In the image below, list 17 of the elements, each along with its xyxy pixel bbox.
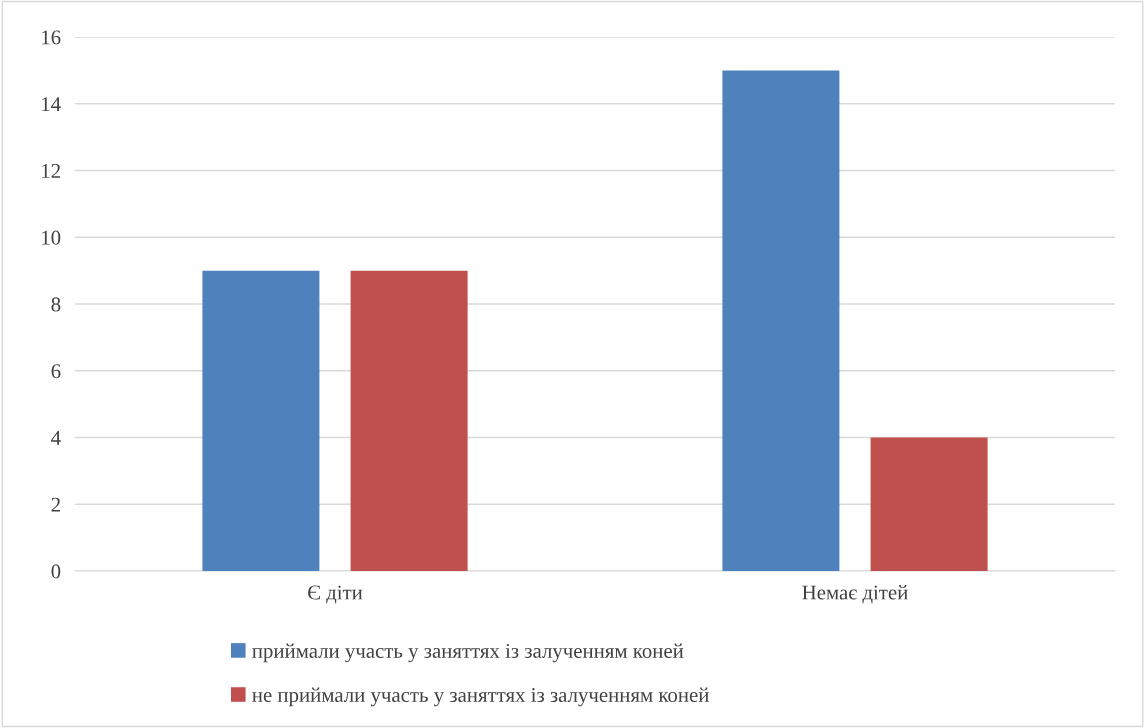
y-tick-label: 16 [42,30,61,45]
bar [722,70,840,571]
legend-label: не приймали участь у заняттях із залученням коней [252,687,709,707]
x-tick-label: Є діти [308,585,363,604]
y-tick-label: 10 [42,230,61,245]
y-tick-label: 14 [42,97,61,111]
y-tick-label: 0 [51,564,61,579]
bar [202,270,320,571]
y-tick-label: 6 [51,364,61,379]
y-tick-label: 2 [51,497,60,512]
bar [350,270,468,571]
y-tick-label: 8 [51,297,61,312]
bar [870,437,988,571]
x-tick-label: Немає дітей [802,585,908,604]
legend-label: приймали участь у заняттях із залученням коней [252,643,684,663]
y-tick-label: 4 [51,431,61,445]
y-tick-label: 12 [42,163,60,178]
